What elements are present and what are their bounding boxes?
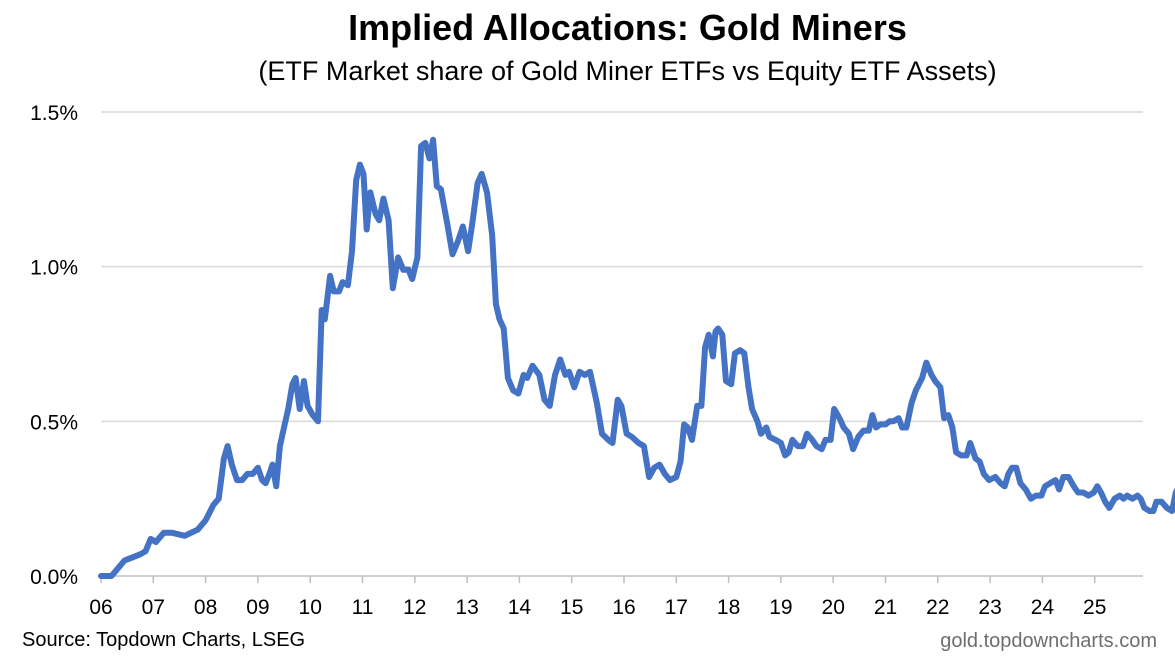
x-tick-label: 10 [299, 596, 322, 619]
x-tick-label: 17 [665, 596, 688, 619]
x-tick-label: 06 [89, 596, 112, 619]
y-tick-label: 1.5% [30, 102, 78, 125]
x-tick-label: 22 [926, 596, 949, 619]
series-line [98, 136, 1175, 579]
x-tick-label: 21 [874, 596, 897, 619]
x-tick-label: 12 [403, 596, 426, 619]
x-tick-label: 07 [142, 596, 165, 619]
x-tick-label: 13 [455, 596, 478, 619]
x-tick-label: 09 [246, 596, 269, 619]
x-tick-label: 23 [978, 596, 1001, 619]
x-tick-label: 20 [822, 596, 845, 619]
x-tick-label: 14 [508, 596, 532, 619]
y-tick-label: 0.5% [30, 411, 78, 434]
y-tick-label: 1.0% [30, 257, 78, 280]
x-tick-label: 25 [1083, 596, 1106, 619]
x-tick-label: 11 [352, 596, 374, 619]
chart-title: Implied Allocations: Gold Miners [348, 7, 907, 48]
x-tick-label: 15 [560, 596, 583, 619]
source-note: Source: Topdown Charts, LSEG [22, 629, 306, 651]
x-tick-label: 08 [194, 596, 217, 619]
watermark: gold.topdowncharts.com [940, 630, 1157, 652]
chart-subtitle: (ETF Market share of Gold Miner ETFs vs … [258, 56, 997, 86]
x-tick-label: 24 [1031, 596, 1055, 619]
x-tick-label: 16 [612, 596, 635, 619]
x-tick-label: 18 [717, 596, 740, 619]
x-tick-label: 19 [769, 596, 792, 619]
y-tick-label: 0.0% [30, 566, 78, 589]
